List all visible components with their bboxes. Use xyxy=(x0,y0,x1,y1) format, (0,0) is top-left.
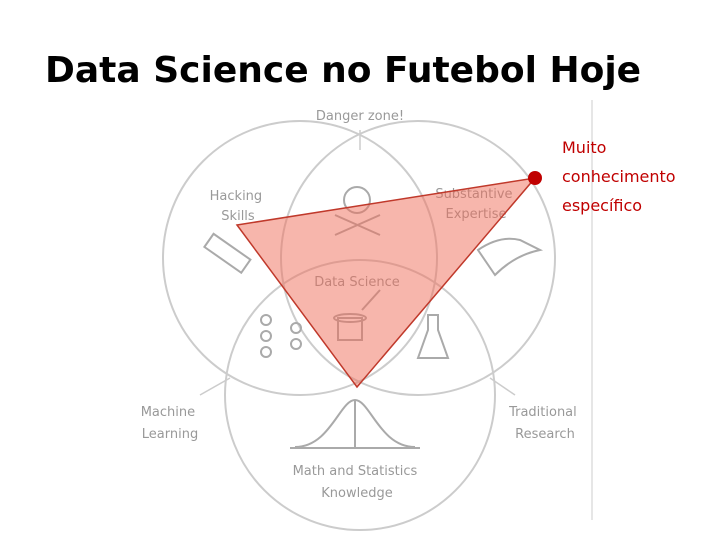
annotation-line: conhecimento xyxy=(562,167,676,186)
focus-dot xyxy=(528,171,542,185)
label-line: Skills xyxy=(221,209,255,224)
slide-title: Data Science no Futebol Hoje xyxy=(45,50,641,91)
label: Danger zone! xyxy=(316,109,404,124)
network-icon xyxy=(260,314,302,358)
label: Hacking Skills xyxy=(210,189,267,224)
label-line: Machine xyxy=(141,405,195,420)
label-line: Knowledge xyxy=(321,486,392,501)
annotation-line: específico xyxy=(562,196,642,215)
annotation: Muito conhecimento específico xyxy=(562,138,681,215)
label-line: Research xyxy=(515,427,575,442)
label-line: Traditional xyxy=(508,405,577,420)
focus-triangle xyxy=(235,176,537,389)
label-line: Math and Statistics xyxy=(293,464,418,479)
keyboard-icon xyxy=(202,232,252,275)
flask-icon xyxy=(416,314,450,359)
label-line: Learning xyxy=(142,427,198,442)
label-line: Hacking xyxy=(210,189,263,204)
bell-curve-icon xyxy=(290,398,420,449)
label: Math and Statistics Knowledge xyxy=(293,464,422,501)
book-icon xyxy=(476,237,544,277)
pointer xyxy=(489,377,516,396)
pointer xyxy=(199,377,231,396)
label: Machine Learning xyxy=(141,405,200,442)
annotation-line: Muito xyxy=(562,138,606,157)
label: Traditional Research xyxy=(508,405,581,442)
